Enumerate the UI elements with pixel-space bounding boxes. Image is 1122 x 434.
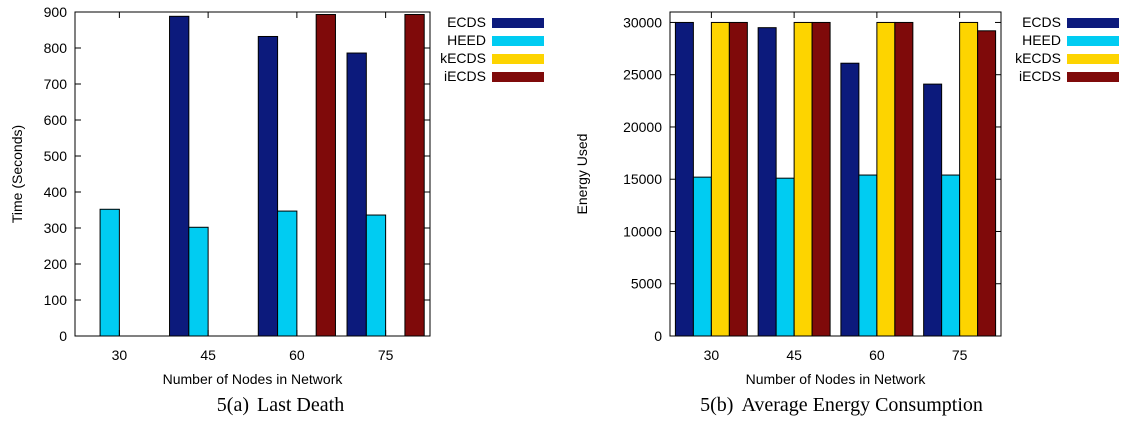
plot-frame	[74, 11, 431, 337]
bar-kecds-45	[793, 21, 813, 337]
bar-iecds-30	[728, 21, 748, 337]
legend-label-iecds: iECDS	[444, 68, 486, 84]
bar-iecds-45	[811, 21, 831, 337]
y-tick-label: 700	[44, 76, 68, 92]
legend-label-kecds: kECDS	[440, 50, 486, 66]
y-tick-label: 400	[44, 184, 68, 200]
legend-swatch-iecds	[1067, 72, 1119, 82]
x-tick-label: 45	[786, 347, 802, 363]
bar-ecds-45	[169, 15, 190, 337]
plot-frame	[669, 11, 1002, 337]
chart-a-canvas: 0 100 200 300 400 500 600 700 800 900 30 45 60 75 Numb…	[9, 4, 544, 387]
caption-a: 5(a) Last Death	[0, 394, 561, 417]
y-tick-label: 5000	[631, 276, 662, 292]
legend-swatch-ecds	[492, 18, 544, 28]
x-tick-label: 45	[200, 347, 216, 363]
b-y-axis-label: Energy Used	[574, 134, 590, 215]
bar-iecds-60	[315, 14, 336, 337]
bar-iecds-75	[404, 14, 425, 337]
chart-average-energy: 0 5000 10000 15000 20000 25000 30000 30 45 60 75 Nu…	[561, 0, 1122, 434]
caption-b: 5(b) Average Energy Consumption	[561, 394, 1122, 417]
legend-label-heed: HEED	[1022, 32, 1061, 48]
bar-heed-45	[775, 177, 795, 337]
legend-label-iecds: iECDS	[1019, 68, 1061, 84]
legend-label-ecds: ECDS	[447, 14, 486, 30]
x-tick-label: 60	[869, 347, 885, 363]
legend-swatch-iecds	[492, 72, 544, 82]
y-tick-label: 300	[44, 220, 68, 236]
y-tick-label: 100	[44, 292, 68, 308]
bar-heed-60	[277, 210, 298, 337]
legend-swatch-kecds	[1067, 54, 1119, 64]
bar-ecds-45	[757, 27, 777, 337]
bar-ecds-75	[923, 83, 943, 337]
y-tick-label: 600	[44, 112, 68, 128]
bar-ecds-30	[674, 21, 694, 337]
bar-iecds-60	[894, 21, 914, 337]
bar-ecds-60	[257, 35, 279, 337]
x-tick-label: 75	[952, 347, 968, 363]
legend-label-heed: HEED	[447, 32, 486, 48]
legend-swatch-heed	[492, 36, 544, 46]
y-tick-label: 800	[44, 40, 68, 56]
x-tick-label: 30	[704, 347, 720, 363]
legend-label-kecds: kECDS	[1015, 50, 1061, 66]
y-tick-label: 0	[654, 328, 662, 344]
y-tick-label: 25000	[623, 67, 662, 83]
legend-swatch-ecds	[1067, 18, 1119, 28]
bar-ecds-75	[346, 52, 367, 337]
y-tick-label: 30000	[623, 14, 662, 30]
y-tick-label: 15000	[623, 171, 662, 187]
bar-kecds-60	[876, 21, 896, 337]
x-tick-label: 60	[289, 347, 305, 363]
x-tick-label: 75	[378, 347, 394, 363]
a-x-axis-label: Number of Nodes in Network	[163, 371, 344, 387]
y-tick-label: 900	[44, 4, 68, 20]
bar-ecds-60	[840, 62, 860, 337]
y-tick-label: 500	[44, 148, 68, 164]
y-tick-label: 20000	[623, 119, 662, 135]
caption-b-label: 5(b)	[700, 394, 734, 416]
x-tick-label: 30	[112, 347, 128, 363]
bar-heed-30	[692, 176, 712, 337]
a-y-axis-label: Time (Seconds)	[9, 125, 25, 223]
bar-heed-75	[365, 214, 387, 337]
caption-a-label: 5(a)	[216, 394, 249, 416]
bar-heed-60	[858, 174, 878, 337]
bar-kecds-30	[710, 21, 730, 337]
legend-label-ecds: ECDS	[1022, 14, 1061, 30]
bar-heed-30	[99, 208, 120, 337]
chart-b-canvas: 0 5000 10000 15000 20000 25000 30000 30 45 60 75 Nu…	[574, 11, 1119, 387]
legend-swatch-kecds	[492, 54, 544, 64]
bar-heed-45	[188, 226, 209, 337]
caption-b-text: Average Energy Consumption	[741, 394, 983, 416]
y-tick-label: 10000	[623, 223, 662, 239]
bar-heed-75	[941, 174, 961, 337]
chart-last-death: 0 100 200 300 400 500 600 700 800 900 30 45 60 75 Numb…	[9, 4, 544, 387]
legend-swatch-heed	[1067, 36, 1119, 46]
bar-iecds-75	[977, 30, 997, 337]
bar-kecds-75	[959, 21, 979, 337]
b-x-axis-label: Number of Nodes in Network	[746, 371, 927, 387]
y-tick-label: 0	[59, 328, 67, 344]
y-tick-label: 200	[44, 256, 68, 272]
caption-a-text: Last Death	[257, 394, 345, 416]
